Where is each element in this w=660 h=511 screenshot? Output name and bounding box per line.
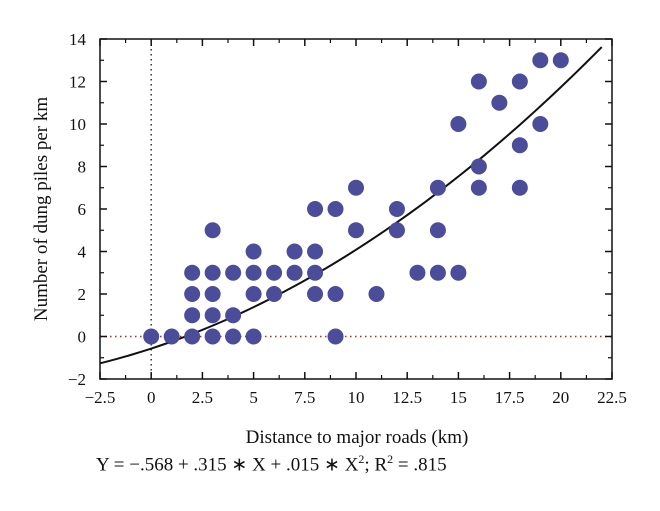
data-point	[204, 264, 221, 281]
data-point	[307, 243, 324, 260]
y-tick-label: 10	[69, 115, 86, 134]
data-point	[409, 264, 426, 281]
x-tick-label: 12.5	[392, 388, 422, 407]
data-point	[429, 179, 446, 196]
y-tick-label: 6	[78, 200, 87, 219]
plot-frame	[99, 38, 613, 380]
x-tick-label: 7.5	[294, 388, 315, 407]
data-point	[184, 307, 201, 324]
data-point	[184, 264, 201, 281]
equation-exponent: 2	[358, 452, 365, 466]
data-point	[245, 328, 262, 345]
y-tick-label: 8	[78, 158, 87, 177]
y-tick-label: 14	[69, 30, 87, 49]
data-point	[327, 286, 344, 302]
data-point	[511, 179, 528, 196]
data-point	[204, 328, 221, 345]
equation-prefix: Y = −.568 + .315 ∗ X + .015 ∗ X	[96, 454, 359, 476]
data-point	[470, 179, 487, 196]
data-point	[307, 264, 324, 281]
scatter-chart: −2.5 0 2.5 5 7.5 10 12.5 15 17.5 20 22.5 −2 0 2 4 6 8 10 1…	[31, 30, 627, 448]
data-point	[266, 264, 283, 281]
data-point	[388, 201, 405, 217]
equation-suffix: ; R	[364, 454, 388, 476]
x-tick-label: 15	[450, 388, 467, 407]
fit-curve	[99, 46, 603, 365]
x-tick-label: −2.5	[85, 388, 116, 407]
x-tick-label: 0	[147, 388, 156, 407]
data-point	[532, 52, 549, 69]
x-tick-label: 2.5	[192, 388, 213, 407]
data-point	[286, 264, 303, 281]
data-point	[450, 116, 467, 132]
x-tick-label: 20	[552, 388, 569, 407]
data-point	[225, 328, 242, 345]
data-point	[266, 286, 283, 302]
r-squared-value: = .815	[393, 454, 447, 476]
x-tick-label: 17.5	[495, 388, 525, 407]
data-point	[184, 286, 201, 302]
data-point	[429, 264, 446, 281]
data-point	[225, 264, 242, 281]
x-axis-title: Distance to major roads (km)	[246, 427, 469, 448]
regression-equation: Y = −.568 + .315 ∗ X + .015 ∗ X2; R2 = .…	[96, 452, 447, 476]
data-point	[348, 222, 364, 239]
data-point	[163, 328, 180, 345]
data-point	[429, 222, 446, 239]
x-tick-label: 10	[348, 388, 365, 407]
y-tick-label: 0	[78, 328, 87, 347]
x-tick-label: 5	[249, 388, 258, 407]
y-tick-label: 2	[78, 285, 87, 304]
data-point	[204, 222, 221, 239]
y-tick-label: 12	[69, 73, 86, 92]
data-point	[532, 116, 549, 132]
data-point	[470, 158, 487, 175]
y-tick-label: −2	[68, 370, 86, 389]
y-axis-title: Number of dung piles per km	[31, 97, 52, 321]
data-point	[511, 137, 528, 154]
data-point	[450, 264, 467, 281]
data-point	[307, 286, 324, 302]
data-point	[348, 179, 364, 196]
data-point	[204, 286, 221, 302]
data-point	[327, 201, 344, 217]
data-point	[368, 286, 385, 302]
data-point	[307, 201, 324, 217]
data-point	[225, 307, 242, 324]
plot-area: −2.5 0 2.5 5 7.5 10 12.5 15 17.5 20 22.5 −2 0 2 4 6 8 10 1…	[68, 30, 627, 407]
r-squared-exponent: 2	[387, 452, 394, 466]
data-point	[143, 328, 160, 345]
data-point	[286, 243, 303, 260]
data-point	[204, 307, 221, 324]
data-point	[491, 94, 508, 111]
data-point	[245, 243, 262, 260]
data-point	[245, 264, 262, 281]
data-point	[327, 328, 344, 345]
y-tick-label: 4	[78, 243, 87, 262]
x-tick-label: 22.5	[597, 388, 627, 407]
data-point	[511, 73, 528, 90]
data-point	[470, 73, 487, 90]
data-point	[552, 52, 569, 69]
data-point	[388, 222, 405, 239]
data-point	[184, 328, 201, 345]
data-point	[245, 286, 262, 302]
